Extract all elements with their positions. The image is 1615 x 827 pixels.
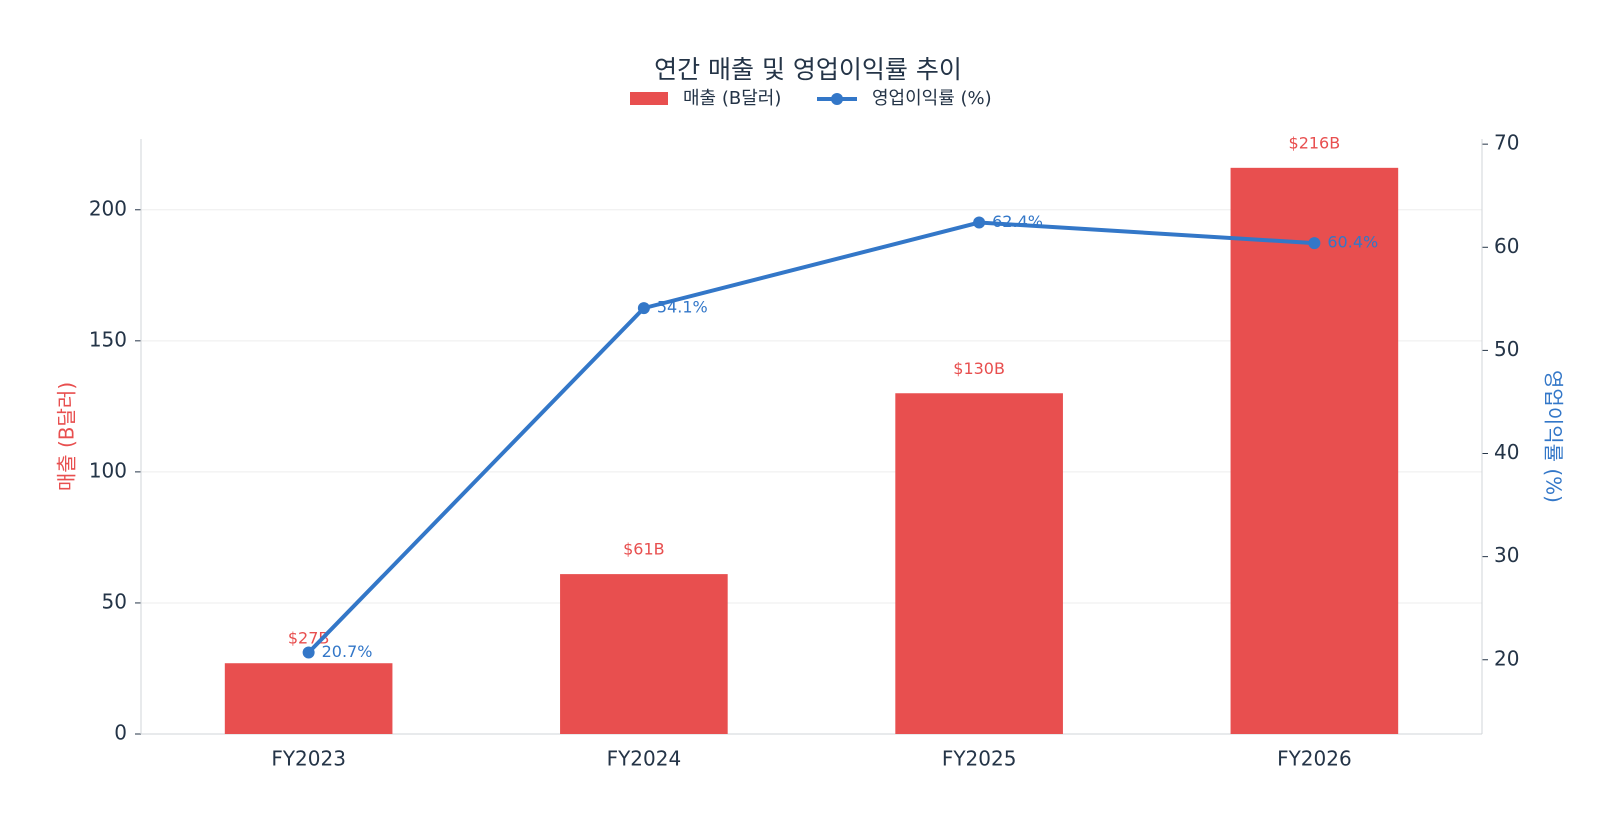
y-tick-label: 200 — [89, 196, 127, 220]
y-tick-label: 0 — [114, 721, 127, 745]
value-label: 62.4% — [992, 212, 1043, 231]
bar — [895, 393, 1063, 734]
line-point — [973, 216, 986, 229]
value-label: $130B — [953, 359, 1005, 378]
line-point — [1308, 237, 1321, 250]
bar — [224, 663, 393, 734]
y-axis-label: 매출 (B달러) — [55, 382, 79, 491]
line-point — [637, 302, 650, 315]
y2-tick-label: 70 — [1494, 131, 1519, 155]
x-tick-label: FY2026 — [1277, 747, 1352, 771]
chart-title: 연간 매출 및 영업이익률 추이 — [654, 55, 962, 84]
bar — [560, 574, 728, 734]
value-label: 20.7% — [322, 642, 373, 661]
line-point — [302, 646, 315, 659]
bar — [1230, 167, 1399, 735]
x-tick-label: FY2024 — [607, 747, 682, 771]
y2-tick-label: 20 — [1494, 646, 1519, 670]
legend-swatch — [831, 93, 843, 105]
y-tick-label: 100 — [89, 458, 127, 482]
legend-label: 영업이익률 (%) — [872, 88, 992, 109]
value-label: 60.4% — [1327, 233, 1378, 252]
x-tick-label: FY2025 — [942, 747, 1017, 771]
legend-swatch — [630, 92, 668, 105]
y2-tick-label: 30 — [1494, 543, 1519, 567]
value-label: $216B — [1289, 133, 1341, 152]
legend-label: 매출 (B달러) — [683, 88, 781, 109]
y2-axis-label: 영업이익률 (%) — [1542, 370, 1566, 503]
value-label: 54.1% — [657, 298, 708, 317]
value-label: $61B — [623, 540, 665, 559]
x-tick-label: FY2023 — [271, 747, 346, 771]
y2-tick-label: 50 — [1494, 337, 1519, 361]
y-tick-label: 50 — [102, 589, 127, 613]
y2-tick-label: 60 — [1494, 234, 1519, 258]
y2-tick-label: 40 — [1494, 440, 1519, 464]
line — [307, 220, 1315, 654]
y-tick-label: 150 — [89, 327, 127, 351]
